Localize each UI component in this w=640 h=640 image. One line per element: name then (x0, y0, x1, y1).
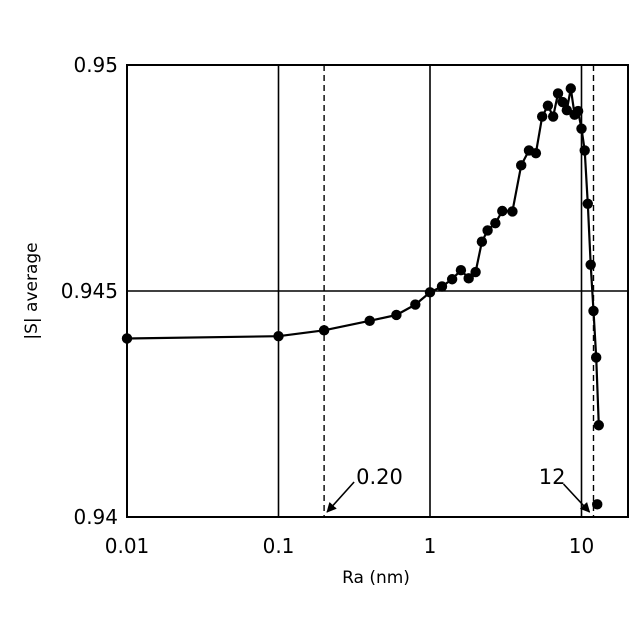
annotation-label: 12 (539, 465, 566, 489)
annotation-arrow (327, 482, 354, 512)
series-line (127, 89, 599, 426)
data-point (470, 267, 480, 277)
annotation-label: 0.20 (356, 465, 403, 489)
data-point (425, 287, 435, 297)
grid (127, 65, 628, 517)
data-point (583, 199, 593, 209)
data-point (566, 83, 576, 93)
y-tick-label: 0.945 (61, 279, 118, 303)
tick-labels: 0.01 0.1 1 10 0.94 0.945 0.95 (61, 53, 594, 558)
data-point (588, 306, 598, 316)
data-point (456, 265, 466, 275)
x-tick-label: 1 (424, 534, 437, 558)
data-point (437, 281, 447, 291)
data-point (585, 260, 595, 270)
data-point (573, 106, 583, 116)
series-group (122, 83, 604, 509)
data-point (594, 420, 604, 430)
x-tick-label: 0.1 (263, 534, 295, 558)
data-point (592, 499, 602, 509)
x-tick-label: 0.01 (105, 534, 150, 558)
data-point (273, 331, 283, 341)
data-point (548, 111, 558, 121)
data-point (365, 316, 375, 326)
data-point (537, 111, 547, 121)
data-point (391, 310, 401, 320)
data-point (447, 274, 457, 284)
x-axis-label: Ra (nm) (342, 568, 410, 588)
data-point (122, 333, 132, 343)
data-point (591, 352, 601, 362)
data-point (477, 237, 487, 247)
data-point (507, 206, 517, 216)
data-point (482, 225, 492, 235)
data-point (576, 124, 586, 134)
data-point (497, 206, 507, 216)
data-point (490, 218, 500, 228)
y-tick-label: 0.95 (73, 53, 118, 77)
data-point (319, 325, 329, 335)
data-point (580, 145, 590, 155)
data-point (531, 148, 541, 158)
annotation-arrow (563, 484, 589, 512)
data-point (410, 299, 420, 309)
data-point (543, 100, 553, 110)
y-axis-label: |S| average (22, 242, 42, 339)
data-point (516, 160, 526, 170)
y-tick-label: 0.94 (73, 505, 118, 529)
x-tick-label: 10 (569, 534, 594, 558)
